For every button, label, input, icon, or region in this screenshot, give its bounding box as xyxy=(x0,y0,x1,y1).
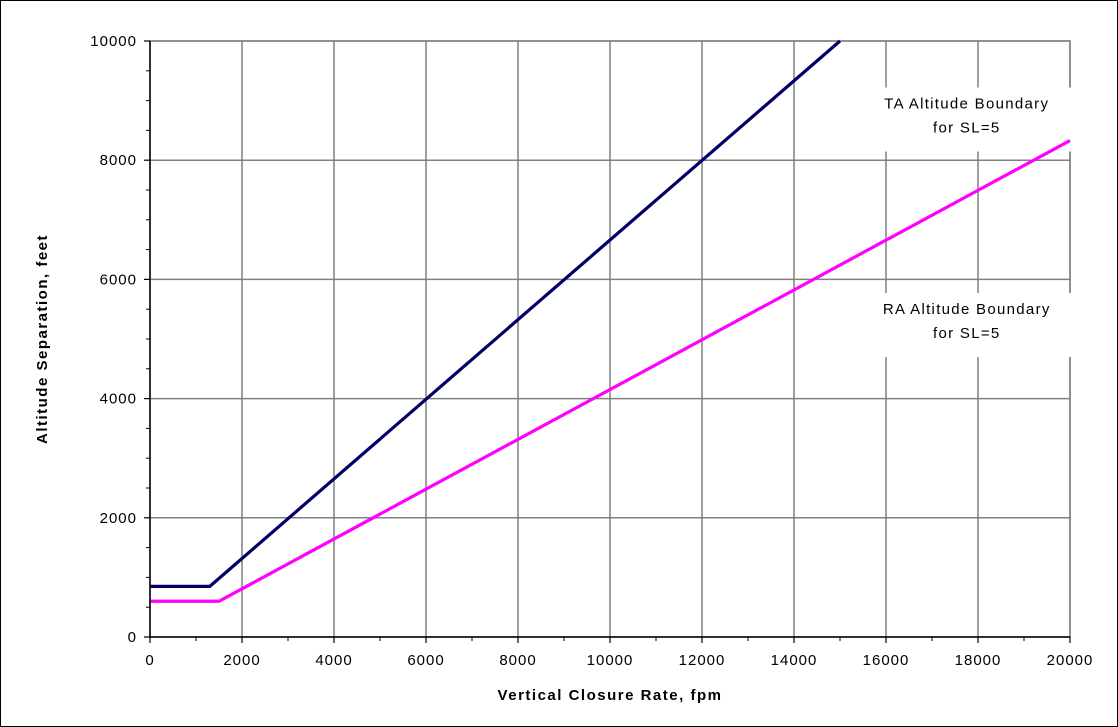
x-tick-label: 4000 xyxy=(315,652,352,669)
x-tick-label: 12000 xyxy=(679,652,726,669)
y-axis-title: Altitude Separation, feet xyxy=(34,234,51,444)
series-line xyxy=(150,139,1071,603)
annotation-background xyxy=(847,87,1086,152)
y-tick-label: 10000 xyxy=(90,33,137,50)
series-line xyxy=(150,39,842,588)
y-tick-label: 4000 xyxy=(100,391,137,408)
x-tick-label: 10000 xyxy=(587,652,634,669)
annotation-line: for SL=5 xyxy=(933,119,1001,136)
annotation-background xyxy=(847,293,1086,358)
y-tick-label: 6000 xyxy=(100,271,137,288)
x-tick-label: 0 xyxy=(145,652,154,669)
y-tick-label: 0 xyxy=(128,629,137,646)
annotations: TA Altitude Boundary for SL=5 RA Altitude … xyxy=(883,95,1051,342)
annotation-backgrounds xyxy=(847,87,1086,358)
x-tick-label: 14000 xyxy=(771,652,818,669)
y-tick-label: 8000 xyxy=(100,152,137,169)
y-tick-label: 2000 xyxy=(100,510,137,527)
x-tick-label: 2000 xyxy=(223,652,260,669)
x-tick-label: 6000 xyxy=(407,652,444,669)
series-lines xyxy=(150,39,1071,603)
annotation-line: for SL=5 xyxy=(933,325,1001,342)
x-tick-label: 20000 xyxy=(1047,652,1094,669)
x-tick-label: 8000 xyxy=(499,652,536,669)
x-tick-label: 16000 xyxy=(863,652,910,669)
tick-labels: 0 2000 4000 6000 8000 10000 12000 14000 16000 180… xyxy=(90,33,1094,669)
x-tick-label: 18000 xyxy=(955,652,1002,669)
annotation-line: RA Altitude Boundary xyxy=(883,301,1051,318)
x-axis-title: Vertical Closure Rate, fpm xyxy=(498,687,723,704)
axes xyxy=(144,40,1071,643)
annotation-line: TA Altitude Boundary xyxy=(884,95,1049,112)
